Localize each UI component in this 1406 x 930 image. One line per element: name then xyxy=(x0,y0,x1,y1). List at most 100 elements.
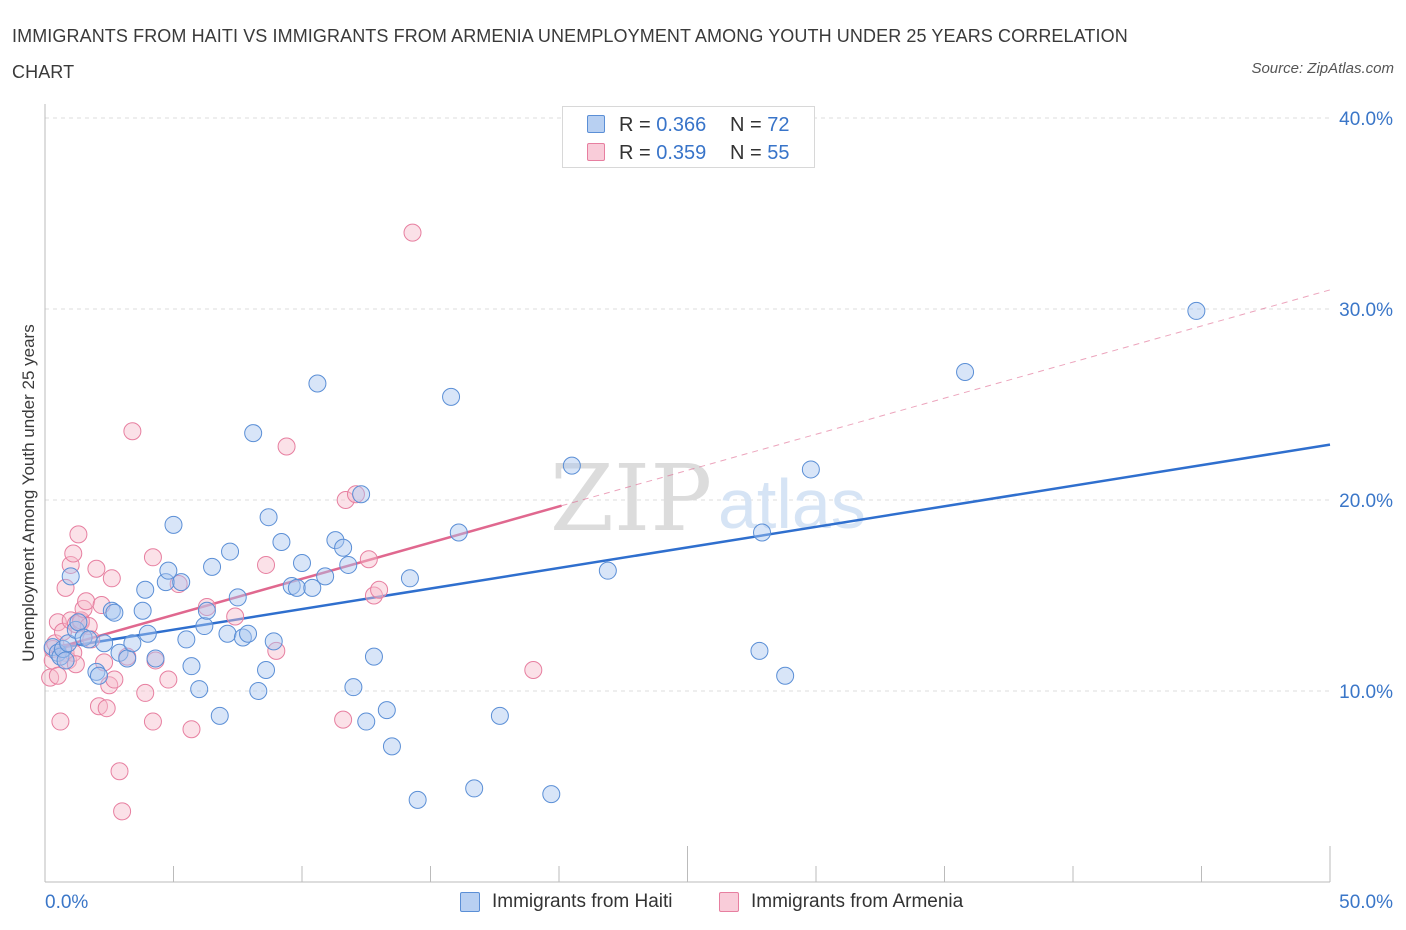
armenia-trend-extension xyxy=(561,289,1331,507)
haiti-point xyxy=(197,601,216,620)
armenia-point xyxy=(95,653,114,672)
haiti-point xyxy=(249,682,268,700)
haiti-point xyxy=(344,678,363,697)
armenia-point xyxy=(182,720,201,739)
armenia-point xyxy=(277,437,296,456)
legend-item-armenia[interactable]: Immigrants from Armenia xyxy=(719,887,999,917)
haiti-point xyxy=(562,456,581,475)
armenia-legend-swatch xyxy=(719,892,739,912)
haiti-point xyxy=(272,533,291,552)
haiti-point xyxy=(118,649,137,668)
legend-item-haiti[interactable]: Immigrants from Haiti xyxy=(460,887,700,917)
y-tick-label: 40.0% xyxy=(1339,109,1393,130)
haiti-point xyxy=(382,737,401,756)
haiti-point xyxy=(408,790,427,809)
haiti-point xyxy=(123,634,142,653)
haiti-point xyxy=(287,578,306,597)
armenia-r-value: 0.359 xyxy=(656,142,707,164)
haiti-point xyxy=(195,617,214,636)
haiti-point xyxy=(190,680,209,699)
legend-row-haiti: R = 0.366 N = 72 xyxy=(563,111,816,139)
armenia-point xyxy=(87,559,106,578)
armenia-point xyxy=(257,555,276,574)
armenia-point xyxy=(51,712,70,731)
haiti-point xyxy=(753,523,772,542)
haiti-point xyxy=(156,573,175,592)
armenia-point xyxy=(123,422,142,441)
haiti-swatch xyxy=(587,115,605,133)
haiti-trend-line xyxy=(52,443,1331,651)
haiti-point xyxy=(95,634,114,653)
correlation-legend: R = 0.366 N = 72 R = 0.359 N = 55 xyxy=(562,106,815,168)
haiti-point xyxy=(218,624,237,643)
haiti-point xyxy=(598,561,617,580)
haiti-point xyxy=(339,555,358,574)
haiti-point xyxy=(210,706,229,725)
haiti-point xyxy=(449,523,468,542)
haiti-point xyxy=(542,785,561,804)
armenia-n-value: 55 xyxy=(767,142,790,164)
haiti-point xyxy=(259,508,278,527)
haiti-point xyxy=(303,578,322,597)
armenia-point xyxy=(226,607,245,626)
trend-lines xyxy=(52,289,1331,651)
y-axis-label: Unemployment Among Youth under 25 years xyxy=(19,324,38,661)
y-tick-label: 20.0% xyxy=(1339,491,1393,512)
haiti-point xyxy=(352,485,371,504)
haiti-point xyxy=(105,603,124,622)
haiti-point xyxy=(221,542,240,561)
haiti-point xyxy=(177,630,196,649)
armenia-point xyxy=(197,597,216,616)
haiti-point xyxy=(750,641,769,660)
haiti-point xyxy=(239,624,258,643)
armenia-point xyxy=(77,592,96,611)
data-points xyxy=(41,223,1206,821)
armenia-point xyxy=(66,655,85,674)
haiti-point xyxy=(400,569,419,588)
haiti-point xyxy=(364,647,383,666)
haiti-point xyxy=(203,557,222,576)
haiti-point xyxy=(490,706,509,725)
haiti-point xyxy=(776,666,795,685)
armenia-point xyxy=(364,586,383,605)
haiti-point xyxy=(956,363,975,382)
armenia-point xyxy=(143,548,162,567)
armenia-point xyxy=(69,525,88,544)
haiti-point xyxy=(257,660,276,679)
watermark-zip: ZIP xyxy=(550,445,712,552)
armenia-point xyxy=(105,670,124,689)
armenia-swatch xyxy=(587,143,605,161)
haiti-point xyxy=(79,630,98,649)
watermark: ZIP atlas xyxy=(550,445,866,552)
armenia-point xyxy=(110,762,129,781)
armenia-point xyxy=(97,699,116,718)
haiti-point xyxy=(264,632,283,651)
x-tick-label: 0.0% xyxy=(45,892,88,913)
chart-title: IMMIGRANTS FROM HAITI VS IMMIGRANTS FROM… xyxy=(12,26,1128,82)
haiti-point xyxy=(53,639,72,658)
haiti-point xyxy=(1187,301,1206,320)
armenia-point xyxy=(359,550,378,569)
armenia-point xyxy=(64,544,83,563)
haiti-point xyxy=(182,657,201,676)
armenia-n-label: N = xyxy=(730,142,768,164)
haiti-point xyxy=(56,651,75,670)
armenia-trend-line xyxy=(52,504,562,651)
haiti-point xyxy=(316,567,335,586)
armenia-point xyxy=(41,668,60,687)
haiti-point xyxy=(146,649,165,668)
armenia-point xyxy=(403,223,422,242)
haiti-legend-label: Immigrants from Haiti xyxy=(492,891,673,912)
armenia-point xyxy=(143,712,162,731)
haiti-point xyxy=(164,515,183,534)
armenia-point xyxy=(346,485,365,504)
armenia-point xyxy=(136,683,155,702)
haiti-r-value: 0.366 xyxy=(656,114,707,136)
haiti-legend-swatch xyxy=(460,892,480,912)
haiti-point xyxy=(159,561,178,580)
haiti-point xyxy=(136,580,155,599)
axis-labels: 10.0% 20.0% 30.0% 40.0% 0.0% 50.0% xyxy=(45,109,1393,913)
armenia-point xyxy=(370,580,389,599)
haiti-point xyxy=(326,531,345,550)
